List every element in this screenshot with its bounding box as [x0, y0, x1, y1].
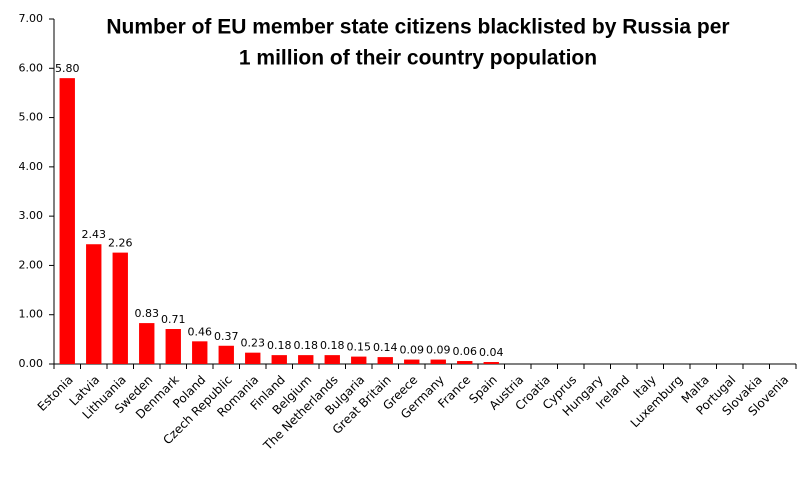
- value-label: 0.04: [479, 346, 504, 359]
- value-label: 0.71: [161, 313, 186, 326]
- bar: [377, 357, 393, 364]
- bar: [404, 359, 420, 364]
- value-label: 0.46: [188, 325, 213, 338]
- y-tick-label: 1.00: [19, 308, 44, 321]
- value-label: 2.43: [82, 228, 107, 241]
- y-tick-label: 0.00: [19, 357, 44, 370]
- value-label: 0.18: [320, 339, 345, 352]
- value-label: 0.09: [426, 344, 451, 357]
- bar: [351, 356, 367, 364]
- y-tick-label: 3.00: [19, 209, 44, 222]
- bar: [457, 361, 473, 364]
- bar: [271, 355, 287, 364]
- y-tick-label: 7.00: [19, 12, 44, 25]
- bar: [298, 355, 314, 364]
- value-label: 0.09: [400, 344, 425, 357]
- bar: [192, 341, 208, 364]
- bar: [324, 355, 340, 364]
- value-label: 0.83: [135, 307, 160, 320]
- y-tick-label: 6.00: [19, 61, 44, 74]
- bar: [86, 244, 102, 364]
- value-label: 0.18: [267, 339, 292, 352]
- chart-title: Number of EU member state citizens black…: [106, 16, 729, 39]
- value-label: 0.06: [453, 345, 478, 358]
- bar: [245, 352, 261, 364]
- bar: [483, 362, 499, 364]
- bar: [139, 323, 155, 364]
- y-tick-label: 4.00: [19, 160, 44, 173]
- y-tick-label: 5.00: [19, 111, 44, 124]
- bar: [112, 252, 128, 364]
- chart-title: 1 million of their country population: [239, 47, 597, 70]
- bar: [430, 359, 446, 364]
- value-label: 0.14: [373, 341, 398, 354]
- bar: [218, 345, 234, 364]
- bar: [165, 329, 181, 364]
- y-tick-label: 2.00: [19, 258, 44, 271]
- value-label: 0.15: [347, 341, 372, 354]
- x-tick-label: Estonia: [35, 373, 76, 414]
- bar: [59, 78, 75, 365]
- value-label: 0.18: [294, 339, 319, 352]
- value-label: 5.80: [55, 62, 80, 75]
- value-label: 0.23: [241, 337, 266, 350]
- value-label: 0.37: [214, 330, 239, 343]
- value-label: 2.26: [108, 237, 133, 250]
